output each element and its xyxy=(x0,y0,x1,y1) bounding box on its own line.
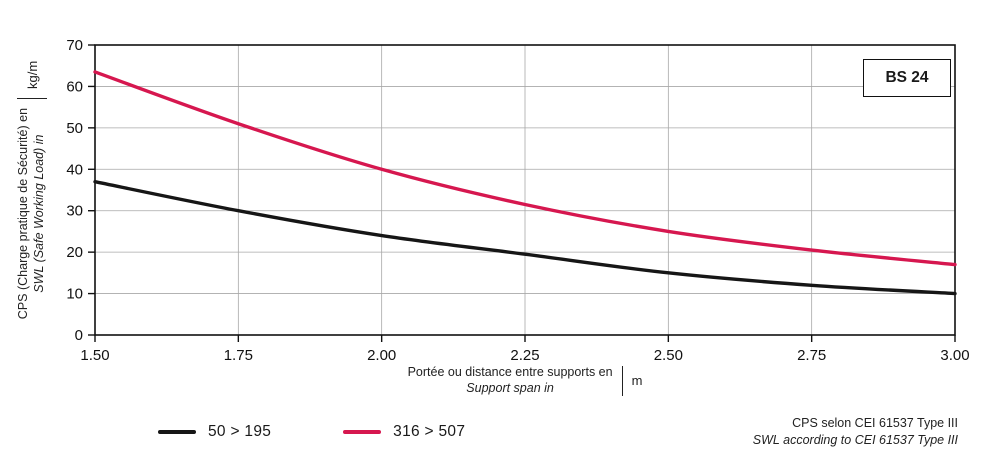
x-axis-unit: m xyxy=(631,373,643,389)
legend-item: 316 > 507 xyxy=(343,423,465,441)
svg-text:1,75: 1,75 xyxy=(224,347,253,360)
legend: 50 > 195 316 > 507 xyxy=(158,423,465,441)
legend-label: 50 > 195 xyxy=(208,423,272,440)
svg-text:30: 30 xyxy=(66,203,83,220)
legend-swatch-red xyxy=(343,429,382,435)
svg-text:40: 40 xyxy=(66,161,83,178)
svg-text:2,25: 2,25 xyxy=(510,347,539,360)
axis-unit-divider xyxy=(17,97,47,99)
svg-text:20: 20 xyxy=(66,244,83,261)
svg-text:1,50: 1,50 xyxy=(80,347,109,360)
svg-text:60: 60 xyxy=(66,78,83,95)
svg-text:10: 10 xyxy=(66,286,83,303)
reference-badge: BS 24 xyxy=(863,59,951,97)
x-axis-label: Portée ou distance entre supports en Sup… xyxy=(95,365,955,396)
y-axis-label: CPS (Charge pratique de Sécurité) en SWL… xyxy=(10,45,54,335)
y-axis-unit: kg/m xyxy=(24,60,40,89)
svg-text:50: 50 xyxy=(66,120,83,137)
x-axis-title: Portée ou distance entre supports en Sup… xyxy=(407,365,613,395)
svg-text:0: 0 xyxy=(75,327,83,344)
svg-text:70: 70 xyxy=(66,37,83,54)
legend-label: 316 > 507 xyxy=(393,423,466,440)
svg-text:2,75: 2,75 xyxy=(797,347,826,360)
legend-swatch-black xyxy=(158,429,196,435)
swl-chart: 1,50 1,75 2,00 2,25 2,50 2,75 3,00 0 10 20 30 40 50 6… xyxy=(66,37,969,360)
y-axis-title: CPS (Charge pratique de Sécurité) en SWL… xyxy=(16,107,46,320)
standard-footnote: CPS selon CEI 61537 Type III SWL accordi… xyxy=(752,416,958,447)
svg-text:3,00: 3,00 xyxy=(940,347,969,360)
svg-text:2,50: 2,50 xyxy=(654,347,683,360)
svg-text:2,00: 2,00 xyxy=(367,347,396,360)
reference-badge-label: BS 24 xyxy=(885,69,929,86)
legend-item: 50 > 195 xyxy=(158,423,271,441)
axis-unit-divider xyxy=(621,365,623,396)
